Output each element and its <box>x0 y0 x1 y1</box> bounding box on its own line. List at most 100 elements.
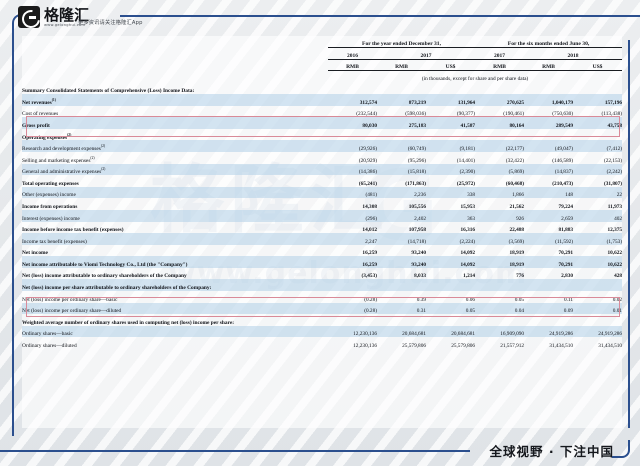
row-value <box>573 314 622 326</box>
row-value: 31,434,510 <box>549 343 574 350</box>
row-value: (210,473) <box>552 180 574 187</box>
header-units-row: (in thousands, except for share and per … <box>22 71 622 82</box>
row-value <box>328 314 377 326</box>
row-value <box>426 314 475 326</box>
row-value: 14,092 <box>426 256 476 268</box>
row-label: Net income attributable to Viomi Technol… <box>22 256 328 268</box>
row-value: 12,375 <box>607 227 623 234</box>
row-value <box>328 279 377 292</box>
row-value: (481) <box>328 186 377 199</box>
row-value: 80,030 <box>328 117 377 129</box>
table-row: Income tax benefit (expenses) 2,247 (14,71… <box>22 233 623 245</box>
row-value: 12,230,136 <box>328 325 377 338</box>
row-value <box>377 129 426 141</box>
row-value: 1,866 <box>475 186 525 199</box>
row-value: (25,972) <box>456 180 476 187</box>
row-label: Ordinary shares—diluted <box>22 343 77 350</box>
row-value: (171,863) <box>405 180 426 187</box>
table-row: Summary Consolidated Statements of Compr… <box>22 82 622 94</box>
row-value: (14,386) <box>328 163 377 176</box>
row-value: 776 <box>516 273 525 280</box>
brand-tagline: 更多资讯请关注格隆汇App <box>78 20 143 26</box>
gelonghui-g-logo-icon <box>18 6 40 28</box>
table-row: Net (loss) income per share attributable… <box>22 279 623 292</box>
row-value <box>426 129 475 141</box>
row-label: Interest (expenses) income <box>22 209 328 222</box>
row-value <box>573 129 622 141</box>
row-label-footnote: (2) <box>90 155 95 160</box>
header-currency-5: RMB <box>524 59 574 72</box>
table-row: Net (loss) income per ordinary share—bas… <box>22 291 622 303</box>
page-footer: 全球视野 · 下注中国 <box>0 434 640 466</box>
row-value: 275,183 <box>377 117 426 129</box>
row-value <box>475 82 524 94</box>
row-label-footnote: (2) <box>101 167 106 172</box>
row-value: (598,036) <box>405 111 426 118</box>
table-row: Selling and marketing expenses(2) (20,929… <box>22 152 622 164</box>
row-value: 2,236 <box>377 186 426 199</box>
row-value: 24,919,286 <box>524 325 574 338</box>
row-value: (296) <box>328 209 377 222</box>
header-currency-1: RMB <box>328 59 377 72</box>
row-value: 428 <box>614 273 623 280</box>
page-header: 格隆汇 www.gelonghui.com 更多资讯请关注格隆汇App <box>0 0 640 34</box>
row-value: 131,964 <box>426 93 476 106</box>
row-value: 20,684,681 <box>377 325 426 338</box>
row-value: 1,214 <box>463 273 476 280</box>
row-value: 31,434,510 <box>598 343 623 350</box>
row-value: (2,390) <box>426 163 476 176</box>
table-row: Other (expenses) income (481) 2,236 338 1,86… <box>22 186 623 199</box>
row-value <box>524 314 573 326</box>
row-value: 312,574 <box>328 93 377 106</box>
row-value: 338 <box>426 186 476 199</box>
row-value: 22,488 <box>509 227 525 234</box>
row-label: Ordinary shares—basic <box>22 325 328 338</box>
row-value: (60,468) <box>505 180 525 187</box>
header-group-annual: For the year ended December 31, <box>328 36 476 49</box>
row-value: (1,753) <box>573 233 623 245</box>
row-value: (0.28) <box>364 296 377 303</box>
row-value <box>475 314 524 326</box>
header-group-interim: For the six months ended June 30, <box>475 36 623 49</box>
row-value: (20,929) <box>358 157 377 164</box>
row-value: (11,592) <box>524 233 574 245</box>
row-value: 79,224 <box>558 203 574 210</box>
table-header: For the year ended December 31, For the … <box>22 36 623 82</box>
row-value: 0.09 <box>524 302 574 315</box>
row-value: 93,240 <box>377 256 426 268</box>
row-value: 16,909,090 <box>475 325 525 338</box>
row-value: (31,807) <box>603 180 623 187</box>
row-value: 16,316 <box>460 227 476 234</box>
left-spine-rule <box>12 30 14 436</box>
row-value: 270,625 <box>475 93 525 106</box>
row-value: 14,308 <box>362 203 377 210</box>
row-value: (2,242) <box>573 163 623 176</box>
row-value: 2,247 <box>328 233 377 245</box>
row-label: Net (loss) income attributable to ordina… <box>22 273 187 280</box>
row-value: (190,461) <box>503 111 525 118</box>
brand-name: 格隆汇 <box>44 5 90 24</box>
row-value: (49,047) <box>524 140 574 152</box>
header-currency-4: RMB <box>475 59 525 72</box>
row-value: 0.02 <box>612 296 623 303</box>
row-value: (0.28) <box>328 302 377 315</box>
row-value: (60,749) <box>377 140 426 152</box>
financial-table: For the year ended December 31, For the … <box>22 36 623 350</box>
row-value: 70,291 <box>558 250 574 257</box>
row-value <box>426 82 475 94</box>
row-value: 41,587 <box>426 117 476 129</box>
table-body: Summary Consolidated Statements of Compr… <box>22 82 623 350</box>
row-value: 70,291 <box>524 256 574 268</box>
table-row: Ordinary shares—basic 12,230,136 20,684,68… <box>22 325 623 338</box>
row-label: Operating expenses(2) <box>22 132 72 141</box>
table-row: Net income 16,259 93,240 14,092 18,919 70,291… <box>22 245 622 257</box>
row-value <box>328 129 377 141</box>
header-group-row: For the year ended December 31, For the … <box>22 36 623 49</box>
table-row: Total operating expenses (65,241) (171,863… <box>22 175 622 187</box>
right-spine-rule <box>628 40 630 428</box>
row-value: 148 <box>524 186 574 199</box>
header-year-2016: 2016 <box>328 47 377 60</box>
row-label: Income tax benefit (expenses) <box>22 233 328 245</box>
row-label: Weighted average number of ordinary shar… <box>22 319 235 326</box>
row-label: Income from operations <box>22 203 78 210</box>
